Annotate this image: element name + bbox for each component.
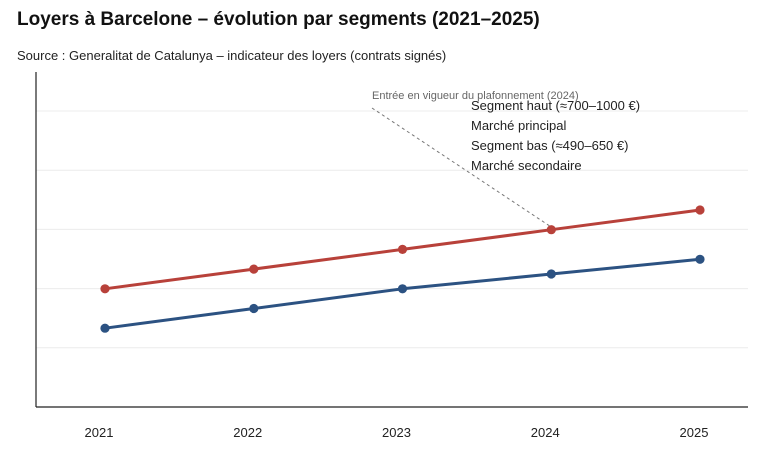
legend: Segment haut (≈700–1000 €) Marché princip…	[471, 98, 640, 173]
series-1-point-2023	[397, 244, 408, 254]
series-1-point-2024	[546, 225, 556, 235]
series-group	[100, 205, 705, 333]
annotation-label: Entrée en vigueur du plafonnement (2024)	[372, 90, 579, 102]
series-2-point-2025	[695, 254, 705, 264]
legend-item-1: Segment haut (≈700–1000 €)	[471, 98, 640, 113]
legend-item-4: Marché secondaire	[471, 158, 582, 173]
annotation-group: Entrée en vigueur du plafonnement (2024)	[371, 90, 579, 227]
x-tick-label-2024: 2024	[531, 425, 560, 440]
x-tick-label-2022: 2022	[233, 425, 262, 440]
series-2-point-2024	[546, 269, 556, 279]
series-1-point-2021	[100, 284, 110, 294]
series-2-point-2023	[397, 284, 408, 294]
x-tick-labels: 2021 2022 2023 2024 2025	[85, 425, 709, 440]
legend-item-3: Segment bas (≈490–650 €)	[471, 138, 628, 153]
series-1-point-2022	[249, 264, 259, 274]
chart-subtitle: Source : Generalitat de Catalunya – indi…	[17, 48, 447, 63]
x-tick-label-2025: 2025	[680, 425, 709, 440]
grid-lines	[36, 110, 748, 349]
x-tick-label-2021: 2021	[85, 425, 114, 440]
series-2-point-2021	[100, 323, 110, 333]
legend-item-2: Marché principal	[471, 118, 566, 133]
series-2-point-2022	[249, 303, 259, 314]
series-1-point-2025	[695, 205, 705, 215]
axes	[35, 72, 748, 408]
x-tick-label-2023: 2023	[382, 425, 411, 440]
chart-title: Loyers à Barcelone – évolution par segme…	[17, 9, 540, 30]
series-line-2	[104, 257, 701, 330]
